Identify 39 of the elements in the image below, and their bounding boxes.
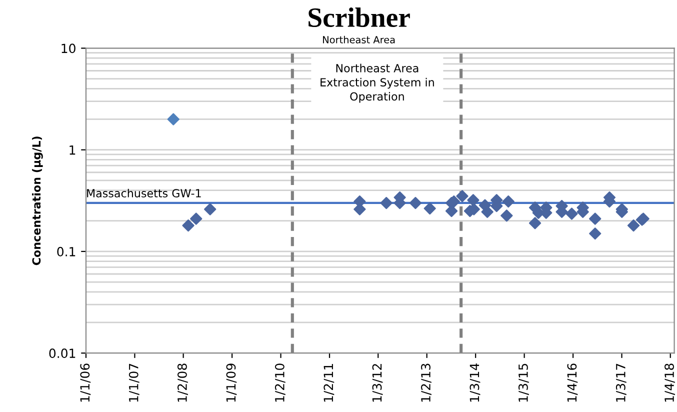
point — [204, 203, 216, 216]
y-tick-label: 10 — [62, 44, 76, 54]
x-tick-label: 1/3/14 — [470, 364, 480, 402]
y-tick-label: 0.1 — [57, 246, 76, 256]
chart-title: Scribner — [308, 8, 410, 28]
y-tick-label: 0.01 — [49, 348, 76, 358]
point — [467, 194, 480, 206]
x-tick-label: 1/4/18 — [664, 364, 675, 402]
point — [528, 217, 542, 230]
point — [182, 219, 194, 232]
point — [380, 196, 392, 210]
point — [566, 208, 578, 220]
y-tick-label: 1 — [70, 145, 76, 155]
point — [456, 190, 468, 202]
x-tick-label: 1/2/10 — [274, 364, 286, 402]
annotation: Northeast Area Extraction System in Operation — [320, 64, 434, 103]
x-tick-label: 1/2/11 — [324, 364, 334, 402]
y-axis-title: Concentration (µg/L) — [32, 136, 43, 266]
x-tick-label: 1/3/12 — [372, 364, 383, 402]
point — [502, 195, 514, 208]
point — [589, 212, 602, 225]
point — [167, 113, 180, 126]
x-tick-label: 1/3/15 — [518, 364, 529, 402]
x-tick-label: 1/1/09 — [226, 364, 237, 402]
point — [481, 206, 494, 218]
point — [409, 196, 422, 210]
point — [500, 210, 513, 222]
x-tick-label: 1/1/07 — [128, 364, 140, 402]
point — [627, 219, 640, 232]
ref-line-label: Massachusetts GW-1 — [87, 188, 201, 198]
point — [190, 212, 202, 225]
x-tick-label: 1/2/08 — [177, 364, 188, 402]
chart-subtitle: Northeast Area — [323, 36, 395, 44]
x-tick-label: 1/1/06 — [80, 364, 91, 402]
x-tick-label: 1/3/17 — [616, 364, 626, 402]
point — [589, 227, 602, 240]
point — [424, 202, 436, 215]
x-tick-label: 1/2/13 — [421, 364, 432, 402]
x-tick-label: 1/4/16 — [567, 364, 578, 402]
